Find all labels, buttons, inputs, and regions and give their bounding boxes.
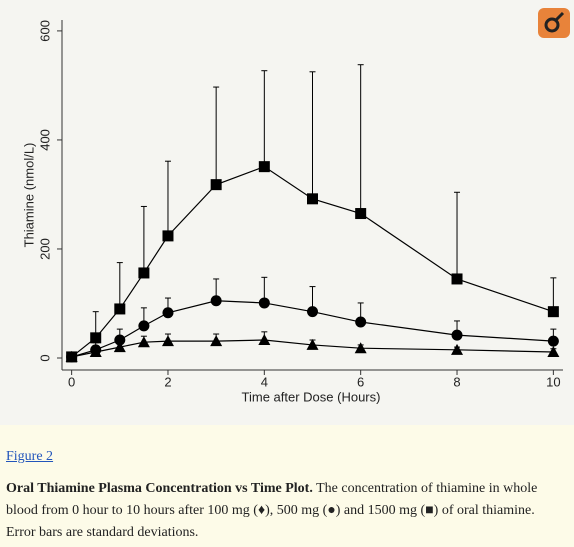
y-tick-label: 600 [37, 20, 52, 42]
y-tick-label: 400 [37, 129, 52, 151]
x-axis-label: Time after Dose (Hours) [242, 389, 381, 404]
marker [210, 295, 222, 307]
marker [451, 343, 464, 355]
marker [307, 193, 318, 205]
marker [547, 346, 560, 358]
y-tick-label: 200 [37, 238, 52, 260]
x-tick-label: 2 [164, 374, 171, 389]
app-icon-glyph [544, 17, 560, 33]
chart-background [0, 0, 574, 425]
x-tick-label: 4 [261, 374, 268, 389]
marker [306, 338, 319, 350]
app-icon [538, 8, 570, 38]
marker [307, 306, 318, 318]
marker [355, 316, 367, 328]
x-tick-label: 0 [68, 374, 75, 389]
marker [258, 334, 271, 346]
marker [161, 335, 174, 347]
marker [90, 344, 102, 356]
y-tick-label: 0 [37, 354, 52, 361]
caption-title: Oral Thiamine Plasma Concentration vs Ti… [6, 481, 313, 496]
marker [138, 320, 150, 332]
marker [138, 267, 150, 279]
marker [113, 341, 126, 353]
marker [451, 273, 463, 285]
x-tick-label: 8 [453, 374, 460, 389]
chart: Time after Dose (Hours) Thiamine (nmol/L… [0, 0, 574, 425]
marker [258, 297, 270, 309]
x-tick-label: 6 [357, 374, 364, 389]
marker [66, 351, 78, 363]
caption-text: The concentration of thiamine in whole b… [6, 481, 538, 540]
marker [162, 307, 174, 319]
marker [137, 336, 150, 348]
marker [451, 329, 463, 341]
figure-link[interactable]: Figure 2 [6, 449, 54, 464]
marker [547, 335, 559, 347]
app-icon-glyph [554, 11, 565, 22]
marker [162, 230, 174, 242]
x-tick-label: 10 [546, 374, 560, 389]
marker [210, 335, 223, 347]
marker [354, 342, 367, 354]
marker [114, 334, 126, 346]
marker [547, 306, 559, 318]
caption: Figure 2 Oral Thiamine Plasma Concentrat… [6, 446, 558, 544]
marker [114, 303, 126, 315]
marker [258, 161, 270, 173]
marker [90, 332, 102, 344]
y-axis-label: Thiamine (nmol/L) [21, 143, 36, 248]
marker [355, 208, 367, 220]
marker [210, 179, 222, 191]
